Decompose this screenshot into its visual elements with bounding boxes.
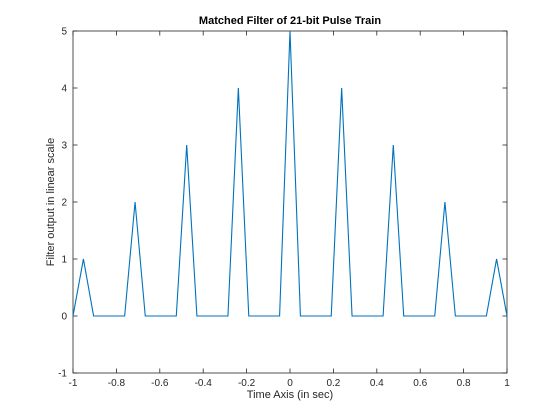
x-tick-label: 1: [504, 378, 510, 389]
y-tick-label: 0: [61, 312, 67, 323]
x-tick-label: -0.2: [238, 378, 256, 389]
x-tick-label: -0.6: [151, 378, 169, 389]
series-line: [72, 30, 508, 317]
y-tick-label: 5: [61, 27, 67, 38]
x-tick-label: 0.8: [457, 378, 471, 389]
tick-marks: [72, 30, 508, 374]
y-tick-label: -1: [58, 369, 67, 380]
y-tick-label: 2: [61, 198, 67, 209]
tick-labels: -1 -0.8 -0.6 -0.4 -0.2 0 0.2 0.4 0.6 0.8 1 -1 0 1 2 3 4 5: [58, 27, 510, 390]
axes-box: [72, 30, 508, 374]
y-tick-label: 3: [61, 141, 67, 152]
chart-title: Matched Filter of 21-bit Pulse Train: [199, 15, 381, 27]
y-axis-label: Filter output in linear scale: [45, 138, 57, 266]
x-tick-label: -0.4: [195, 378, 213, 389]
x-tick-label: 0: [287, 378, 293, 389]
x-tick-label: 0.4: [370, 378, 384, 389]
x-tick-label: 0.6: [413, 378, 427, 389]
series-group: [72, 30, 508, 317]
x-axis-label: Time Axis (in sec): [247, 389, 333, 401]
x-tick-label: 0.2: [326, 378, 340, 389]
x-tick-label: -1: [69, 378, 78, 389]
y-tick-label: 4: [61, 84, 67, 95]
y-tick-label: 1: [61, 255, 67, 266]
x-tick-label: -0.8: [108, 378, 126, 389]
